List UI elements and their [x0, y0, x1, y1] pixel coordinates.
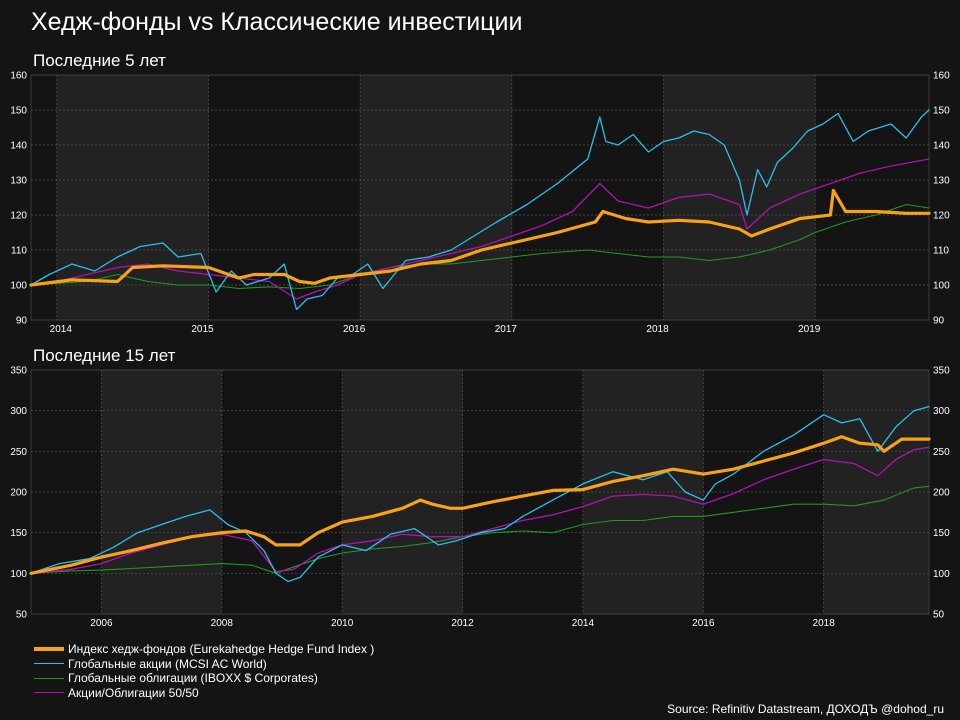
- y-tick-label-left: 150: [10, 528, 27, 539]
- x-tick-label: 2018: [646, 324, 669, 335]
- legend-swatch-hedge: [34, 647, 64, 652]
- y-tick-label-left: 350: [10, 366, 27, 377]
- panel-1-title: Последние 5 лет: [33, 51, 166, 70]
- series-line-equity: [30, 109, 930, 311]
- y-tick-label-right: 50: [933, 610, 945, 621]
- series-line-bonds: [30, 485, 930, 574]
- legend-label-mix: Акции/Облигации 50/50: [68, 685, 199, 700]
- y-tick-label-left: 140: [10, 141, 27, 152]
- x-tick-label: 2006: [90, 618, 113, 629]
- y-tick-label-right: 300: [933, 406, 950, 417]
- legend-item-hedge: Индекс хедж-фондов (Eurekahedge Hedge Fu…: [34, 642, 374, 657]
- y-tick-label-right: 90: [933, 316, 945, 327]
- y-tick-label-left: 90: [16, 316, 28, 327]
- y-tick-label-left: 100: [10, 569, 27, 580]
- y-tick-label-right: 150: [933, 528, 950, 539]
- y-tick-label-right: 150: [933, 106, 950, 117]
- legend-item-mix: Акции/Облигации 50/50: [34, 686, 374, 701]
- legend-label-equity: Глобальные акции (MCSI AC World): [68, 656, 267, 671]
- y-tick-label-left: 300: [10, 406, 27, 417]
- series-line-hedge: [29, 435, 931, 575]
- x-tick-label: 2012: [451, 618, 474, 629]
- x-tick-label: 2010: [331, 618, 354, 629]
- series-line-mix: [30, 158, 930, 300]
- legend-swatch-equity: [34, 663, 64, 665]
- legend-item-bonds: Глобальные облигации (IBOXX $ Corporates…: [34, 671, 374, 686]
- year-band: [342, 370, 463, 614]
- year-band: [101, 370, 222, 614]
- y-tick-label-right: 130: [933, 176, 950, 187]
- y-tick-label-left: 130: [10, 176, 27, 187]
- y-tick-label-right: 350: [933, 366, 950, 377]
- series-line-equity: [30, 405, 930, 583]
- panel-2-title: Последние 15 лет: [33, 346, 176, 365]
- series-line-hedge: [29, 188, 931, 287]
- plot-frame: [30, 369, 930, 615]
- panel-5-years: 90 90 100 100 110 110 120 120 130 130 140 140 150 150…: [10, 71, 950, 336]
- y-tick-label-right: 120: [933, 211, 950, 222]
- legend-label-bonds: Глобальные облигации (IBOXX $ Corporates…: [68, 671, 318, 685]
- y-tick-label-left: 150: [10, 106, 27, 117]
- y-tick-label-left: 120: [10, 211, 27, 222]
- y-tick-label-left: 250: [10, 447, 27, 458]
- y-tick-label-right: 160: [933, 71, 950, 82]
- year-band: [663, 75, 816, 320]
- x-tick-label: 2015: [191, 324, 214, 335]
- plot-frame: [30, 74, 930, 321]
- x-tick-label: 2014: [572, 618, 595, 629]
- y-tick-label-left: 200: [10, 488, 27, 499]
- y-tick-label-right: 140: [933, 141, 950, 152]
- x-tick-label: 2019: [798, 324, 821, 335]
- x-tick-label: 2008: [211, 618, 234, 629]
- x-tick-label: 2017: [495, 324, 518, 335]
- series-line-bonds: [30, 203, 930, 290]
- x-tick-label: 2018: [813, 618, 836, 629]
- y-tick-label-left: 50: [16, 610, 28, 621]
- y-tick-label-right: 250: [933, 447, 950, 458]
- legend-swatch-bonds: [34, 677, 64, 679]
- legend-swatch-mix: [34, 692, 64, 694]
- year-band: [360, 75, 512, 320]
- y-tick-label-left: 160: [10, 71, 27, 82]
- x-tick-label: 2016: [343, 324, 366, 335]
- year-band: [56, 75, 209, 320]
- y-tick-label-left: 100: [10, 281, 27, 292]
- legend-item-equity: Глобальные акции (MCSI AC World): [34, 657, 374, 672]
- chart-title: Хедж-фонды vs Классические инвестиции: [31, 8, 523, 36]
- y-tick-label-right: 200: [933, 488, 950, 499]
- x-tick-label: 2014: [50, 324, 73, 335]
- y-tick-label-right: 110: [933, 246, 949, 257]
- y-tick-label-right: 100: [933, 569, 950, 580]
- y-tick-label-left: 110: [11, 246, 27, 257]
- legend: Индекс хедж-фондов (Eurekahedge Hedge Fu…: [34, 642, 374, 700]
- source-note: Source: Refinitiv Datastream, ДОХОДЪ @do…: [667, 702, 944, 716]
- panel-15-years: 50 50 100 100 150 150 200 200 250 250 300 300 350 350…: [10, 366, 950, 630]
- x-tick-label: 2016: [692, 618, 715, 629]
- legend-label-hedge: Индекс хедж-фондов (Eurekahedge Hedge Fu…: [68, 642, 375, 656]
- y-tick-label-right: 100: [933, 281, 950, 292]
